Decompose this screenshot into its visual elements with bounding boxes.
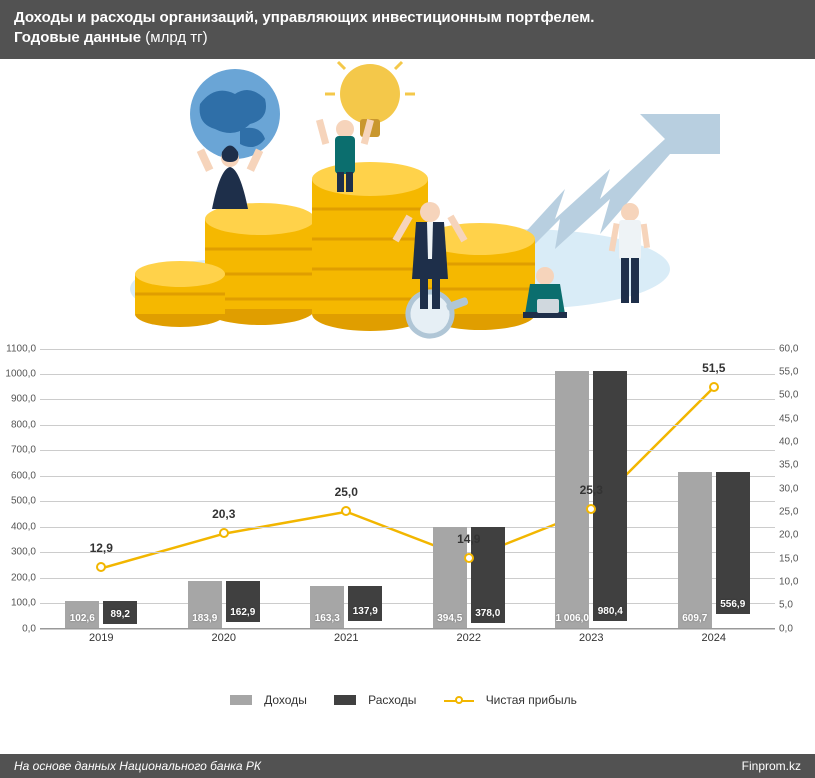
bar-value-label: 89,2	[111, 609, 130, 620]
y-right-tick: 20,0	[779, 530, 807, 541]
y-left-tick: 0,0	[4, 623, 36, 634]
y-right-tick: 15,0	[779, 553, 807, 564]
profit-value-label: 12,9	[90, 541, 113, 555]
y-right-tick: 0,0	[779, 623, 807, 634]
y-left-tick: 700,0	[4, 445, 36, 456]
bar-value-label: 980,4	[598, 606, 623, 617]
legend-profit: Чистая прибыль	[444, 693, 585, 707]
bar-value-label: 1 006,0	[556, 613, 589, 624]
profit-point	[341, 506, 351, 516]
y-right-tick: 10,0	[779, 576, 807, 587]
y-left-tick: 800,0	[4, 419, 36, 430]
y-left-tick: 900,0	[4, 394, 36, 405]
y-right-tick: 60,0	[779, 343, 807, 354]
y-right-tick: 25,0	[779, 506, 807, 517]
expense-bar: 89,2	[103, 601, 137, 624]
header: Доходы и расходы организаций, управляющи…	[0, 0, 815, 59]
expense-bar: 556,9	[716, 472, 750, 614]
y-right-tick: 30,0	[779, 483, 807, 494]
profit-value-label: 25,0	[335, 485, 358, 499]
y-right-tick: 40,0	[779, 436, 807, 447]
bar-value-label: 183,9	[192, 613, 217, 624]
profit-point	[586, 504, 596, 514]
y-right-tick: 55,0	[779, 366, 807, 377]
bar-value-label: 162,9	[230, 607, 255, 618]
x-tick-label: 2024	[702, 632, 726, 644]
y-left-tick: 100,0	[4, 598, 36, 609]
plot-area: 0,0100,0200,0300,0400,0500,0600,0700,080…	[40, 349, 775, 629]
bar-value-label: 609,7	[682, 613, 707, 624]
income-bar: 163,3	[310, 586, 344, 628]
bar-value-label: 394,5	[437, 613, 462, 624]
x-tick-label: 2023	[579, 632, 603, 644]
profit-point	[464, 553, 474, 563]
bar-value-label: 102,6	[70, 613, 95, 624]
illustration	[0, 59, 815, 349]
y-right-tick: 45,0	[779, 413, 807, 424]
bar-value-label: 137,9	[353, 606, 378, 617]
expense-bar: 162,9	[226, 581, 260, 622]
income-bar: 183,9	[188, 581, 222, 628]
income-bar: 1 006,0	[555, 371, 589, 627]
income-bar: 609,7	[678, 472, 712, 627]
y-right-tick: 5,0	[779, 600, 807, 611]
y-left-tick: 300,0	[4, 547, 36, 558]
x-tick-label: 2019	[89, 632, 113, 644]
legend-expense: Расходы	[334, 693, 424, 707]
title-line1: Доходы и расходы организаций, управляющи…	[14, 8, 801, 28]
bar-group: 183,9 162,9	[188, 581, 260, 628]
person-woman-icon	[197, 145, 263, 209]
bar-value-label: 378,0	[475, 608, 500, 619]
profit-value-label: 14,9	[457, 532, 480, 546]
x-tick-label: 2020	[212, 632, 236, 644]
line-series	[40, 349, 775, 628]
legend: Доходы Расходы Чистая прибыль	[0, 689, 815, 714]
expense-bar: 137,9	[348, 586, 382, 621]
x-tick-label: 2022	[457, 632, 481, 644]
y-left-tick: 1100,0	[4, 343, 36, 354]
x-tick-label: 2021	[334, 632, 358, 644]
profit-point	[709, 382, 719, 392]
bar-group: 102,6 89,2	[65, 601, 137, 627]
profit-value-label: 25,3	[580, 483, 603, 497]
y-left-tick: 200,0	[4, 572, 36, 583]
income-bar: 102,6	[65, 601, 99, 627]
y-left-tick: 600,0	[4, 470, 36, 481]
y-right-tick: 50,0	[779, 390, 807, 401]
coins-icon	[135, 162, 535, 331]
y-right-tick: 35,0	[779, 460, 807, 471]
globe-icon	[190, 69, 280, 159]
y-left-tick: 400,0	[4, 521, 36, 532]
legend-income: Доходы	[230, 693, 315, 707]
bar-group: 609,7 556,9	[678, 472, 750, 627]
source-text: На основе данных Национального банка РК	[14, 759, 261, 773]
title-line2: Годовые данные (млрд тг)	[14, 28, 801, 48]
y-left-tick: 500,0	[4, 496, 36, 507]
y-left-tick: 1000,0	[4, 368, 36, 379]
profit-value-label: 51,5	[702, 361, 725, 375]
bar-group: 163,3 137,9	[310, 586, 382, 628]
bar-group: 1 006,0 980,4	[555, 371, 627, 627]
profit-value-label: 20,3	[212, 507, 235, 521]
profit-point	[96, 562, 106, 572]
bar-value-label: 163,3	[315, 613, 340, 624]
bar-value-label: 556,9	[720, 599, 745, 610]
chart: 0,0 100,0 200,0 300,0 400,0 500,0 600,0 700,0 80…	[0, 349, 815, 689]
footer: На основе данных Национального банка РК …	[0, 754, 815, 778]
brand-text: Finprom.kz	[742, 759, 801, 773]
profit-point	[219, 528, 229, 538]
